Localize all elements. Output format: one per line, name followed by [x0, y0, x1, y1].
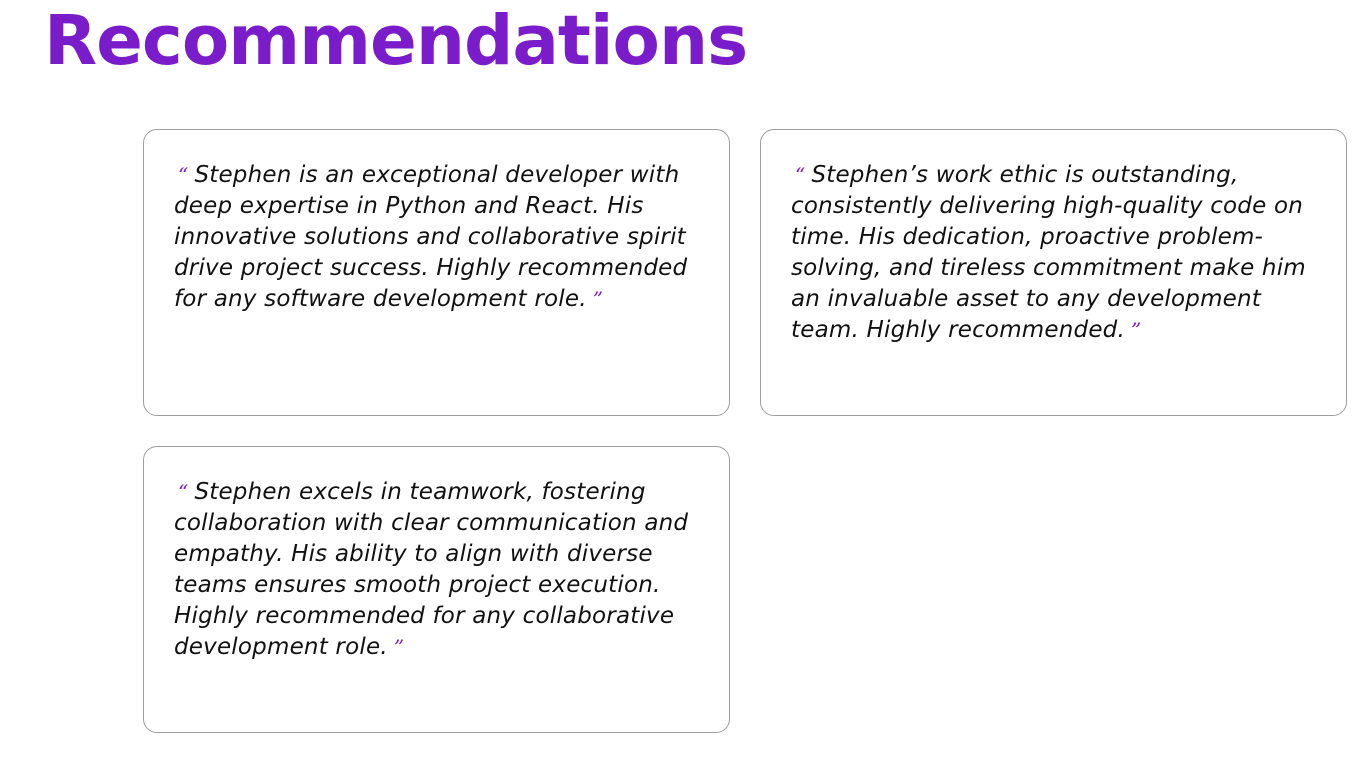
- recommendation-text: Stephen’s work ethic is outstanding, con…: [791, 162, 1306, 343]
- recommendation-card: “Stephen excels in teamwork, fostering c…: [143, 446, 730, 733]
- close-quote-icon: ”: [1131, 318, 1142, 342]
- open-quote-icon: “: [795, 163, 806, 187]
- close-quote-icon: ”: [393, 635, 405, 659]
- recommendation-quote: “Stephen’s work ethic is outstanding, co…: [791, 160, 1322, 346]
- recommendation-text: Stephen excels in teamwork, fostering co…: [174, 479, 689, 660]
- page-title: Recommendations: [44, 1, 748, 81]
- recommendation-text: Stephen is an exceptional developer with…: [174, 162, 688, 312]
- close-quote-icon: ”: [592, 287, 604, 311]
- recommendation-card: “Stephen’s work ethic is outstanding, co…: [760, 129, 1347, 416]
- recommendation-quote: “Stephen is an exceptional developer wit…: [174, 160, 705, 315]
- open-quote-icon: “: [178, 480, 189, 504]
- open-quote-icon: “: [178, 163, 189, 187]
- recommendation-quote: “Stephen excels in teamwork, fostering c…: [174, 477, 705, 663]
- recommendation-card: “Stephen is an exceptional developer wit…: [143, 129, 730, 416]
